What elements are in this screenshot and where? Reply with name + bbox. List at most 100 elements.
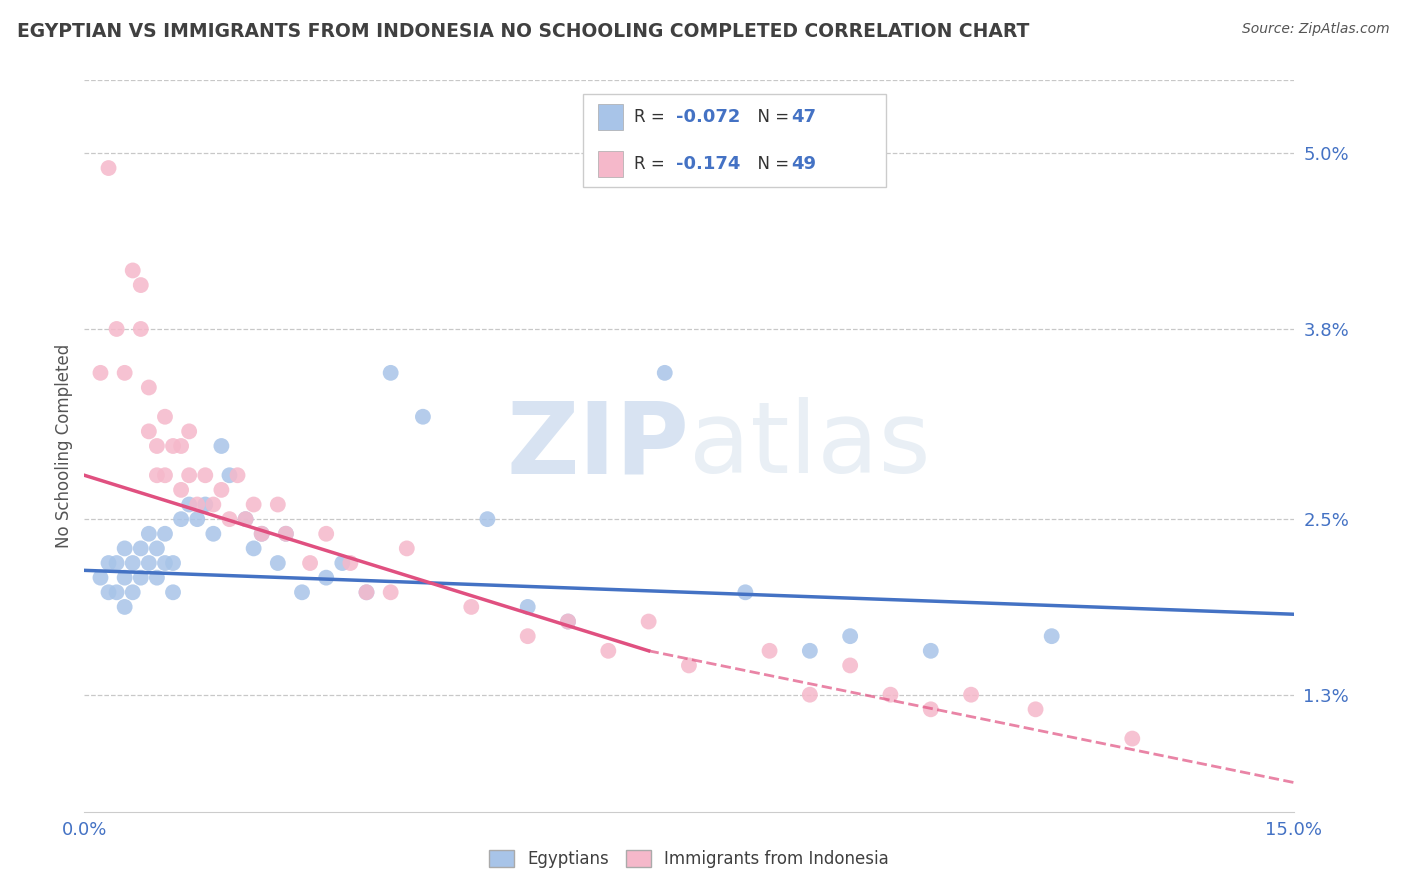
Point: [330, 556, 353, 570]
Point: [186, 512, 208, 526]
Point: [202, 526, 225, 541]
Point: [734, 585, 756, 599]
Point: [218, 468, 240, 483]
Text: N =: N =: [747, 155, 794, 173]
Legend: Egyptians, Immigrants from Indonesia: Egyptians, Immigrants from Indonesia: [481, 842, 897, 877]
Point: [299, 556, 322, 570]
Point: [194, 498, 217, 512]
Point: [235, 512, 257, 526]
Point: [186, 498, 208, 512]
Point: [114, 571, 136, 585]
Point: [89, 366, 111, 380]
Point: [477, 512, 499, 526]
Point: [839, 629, 862, 643]
Point: [121, 585, 143, 599]
Point: [267, 556, 290, 570]
Point: [242, 541, 264, 556]
Text: 47: 47: [792, 108, 817, 126]
Point: [105, 322, 128, 336]
Point: [114, 541, 136, 556]
Point: [146, 541, 169, 556]
Point: [460, 599, 482, 614]
Point: [146, 571, 169, 585]
Point: [89, 571, 111, 585]
Point: [209, 439, 232, 453]
Point: [97, 161, 120, 175]
Point: [153, 556, 176, 570]
Point: [153, 409, 176, 424]
Point: [153, 468, 176, 483]
Point: [97, 585, 120, 599]
Text: N =: N =: [747, 108, 794, 126]
Point: [129, 278, 152, 293]
Text: R =: R =: [634, 108, 671, 126]
Point: [315, 571, 337, 585]
Text: atlas: atlas: [689, 398, 931, 494]
Point: [146, 468, 169, 483]
Point: [274, 526, 297, 541]
Point: [315, 526, 337, 541]
Point: [250, 526, 273, 541]
Point: [162, 556, 184, 570]
Point: [274, 526, 297, 541]
Point: [209, 483, 232, 497]
Text: 49: 49: [792, 155, 817, 173]
Point: [839, 658, 862, 673]
Point: [105, 585, 128, 599]
Point: [920, 702, 942, 716]
Point: [395, 541, 418, 556]
Point: [799, 688, 821, 702]
Point: [153, 526, 176, 541]
Text: EGYPTIAN VS IMMIGRANTS FROM INDONESIA NO SCHOOLING COMPLETED CORRELATION CHART: EGYPTIAN VS IMMIGRANTS FROM INDONESIA NO…: [17, 22, 1029, 41]
Point: [758, 644, 780, 658]
Point: [598, 644, 620, 658]
Point: [121, 263, 143, 277]
Point: [129, 571, 152, 585]
Point: [97, 556, 120, 570]
Point: [678, 658, 700, 673]
Point: [516, 629, 538, 643]
Point: [138, 425, 160, 439]
Point: [380, 585, 402, 599]
Point: [170, 439, 193, 453]
Point: [121, 556, 143, 570]
Text: Source: ZipAtlas.com: Source: ZipAtlas.com: [1241, 22, 1389, 37]
Text: -0.174: -0.174: [676, 155, 741, 173]
Point: [194, 468, 217, 483]
Point: [235, 512, 257, 526]
Point: [114, 366, 136, 380]
Point: [226, 468, 249, 483]
Point: [179, 468, 201, 483]
Point: [146, 439, 169, 453]
Point: [356, 585, 378, 599]
Point: [162, 585, 184, 599]
Point: [1025, 702, 1047, 716]
Point: [129, 541, 152, 556]
Y-axis label: No Schooling Completed: No Schooling Completed: [55, 344, 73, 548]
Point: [179, 425, 201, 439]
Text: ZIP: ZIP: [506, 398, 689, 494]
Point: [637, 615, 659, 629]
Point: [1121, 731, 1143, 746]
Point: [170, 483, 193, 497]
Point: [516, 599, 538, 614]
Point: [557, 615, 579, 629]
Text: R =: R =: [634, 155, 671, 173]
Point: [218, 512, 240, 526]
Point: [356, 585, 378, 599]
Point: [138, 380, 160, 394]
Point: [654, 366, 676, 380]
Point: [380, 366, 402, 380]
Point: [138, 526, 160, 541]
Point: [105, 556, 128, 570]
Point: [179, 498, 201, 512]
Point: [129, 322, 152, 336]
Point: [920, 644, 942, 658]
Point: [412, 409, 434, 424]
Point: [138, 556, 160, 570]
Point: [242, 498, 264, 512]
Point: [114, 599, 136, 614]
Point: [960, 688, 983, 702]
Point: [250, 526, 273, 541]
Point: [799, 644, 821, 658]
